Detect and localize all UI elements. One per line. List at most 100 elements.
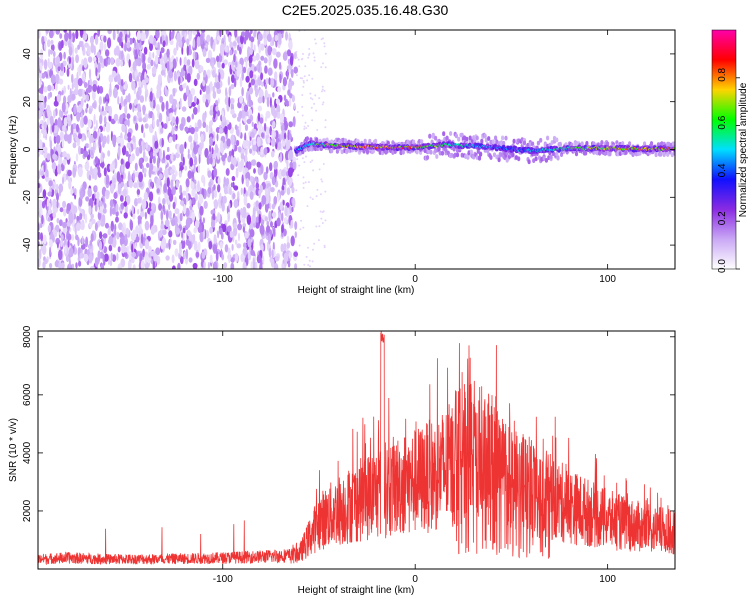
heatmap-cell xyxy=(242,166,246,176)
colorbar-tick-label: 0.8 xyxy=(717,67,728,81)
heatmap-cell xyxy=(97,62,101,74)
heatmap-cell xyxy=(654,152,658,158)
heatmap-cell xyxy=(142,248,145,258)
heatmap-cell xyxy=(49,91,53,98)
heatmap-cell xyxy=(88,205,92,215)
heatmap-cell xyxy=(295,56,298,59)
heatmap-cell xyxy=(164,167,169,178)
heatmap-cell xyxy=(172,30,175,36)
heatmap-cell xyxy=(294,231,297,239)
heatmap-cell xyxy=(242,222,247,228)
heatmap-cell xyxy=(167,186,172,197)
heatmap-cell xyxy=(437,146,441,152)
heatmap-cell xyxy=(221,202,225,212)
heatmap-cell xyxy=(302,79,305,82)
heatmap-cell xyxy=(253,187,257,196)
heatmap-cell xyxy=(199,89,202,95)
heatmap-cell xyxy=(49,239,53,248)
heatmap-cell xyxy=(161,101,165,112)
heatmap-cell xyxy=(252,55,257,62)
heatmap-cell xyxy=(272,120,276,128)
heatmap-cell xyxy=(52,167,55,173)
heatmap-cell xyxy=(99,55,103,64)
heatmap-cell xyxy=(309,196,312,199)
heatmap-cell xyxy=(80,98,84,108)
heatmap-cell xyxy=(320,217,323,220)
heatmap-cell xyxy=(303,161,306,164)
heatmap-cell xyxy=(51,85,55,92)
heatmap-cell xyxy=(618,151,622,157)
heatmap-cell xyxy=(120,181,125,188)
heatmap-cell xyxy=(90,42,95,54)
heatmap-cell xyxy=(113,229,117,236)
heatmap-cell xyxy=(258,189,262,196)
heatmap-cell xyxy=(129,146,132,155)
heatmap-cell xyxy=(123,212,128,219)
heatmap-cell xyxy=(156,178,161,186)
heatmap-cell xyxy=(272,36,275,45)
heatmap-cell xyxy=(252,207,256,218)
heatmap-cell xyxy=(275,98,280,105)
heatmap-cell xyxy=(212,213,216,222)
heatmap-cell xyxy=(52,153,57,160)
heatmap-cell xyxy=(294,263,298,269)
heatmap-cell xyxy=(108,235,114,245)
heatmap-cell xyxy=(240,153,245,160)
heatmap-cell xyxy=(324,126,327,129)
heatmap-cell xyxy=(96,85,100,95)
heatmap-cell xyxy=(47,191,52,197)
heatmap-cell xyxy=(46,198,50,208)
heatmap-cell xyxy=(245,75,250,83)
heatmap-cell xyxy=(242,261,247,269)
heatmap-cell xyxy=(292,161,296,169)
heatmap-cell xyxy=(225,87,228,97)
heatmap-cell xyxy=(186,73,191,83)
heatmap-cell xyxy=(54,82,58,91)
heatmap-cell xyxy=(97,211,102,220)
heatmap-cell xyxy=(248,55,253,64)
heatmap-cell xyxy=(162,40,166,48)
heatmap-cell xyxy=(188,135,193,143)
heatmap-cell xyxy=(48,30,54,39)
heatmap-cell xyxy=(228,254,231,264)
heatmap-cell xyxy=(270,150,275,158)
heatmap-cell xyxy=(138,86,142,96)
heatmap-cell xyxy=(237,116,241,122)
heatmap-cell xyxy=(241,71,244,81)
heatmap-cell xyxy=(172,58,177,69)
heatmap-cell xyxy=(536,140,541,146)
heatmap-cell xyxy=(268,233,271,245)
heatmap-cell xyxy=(117,246,121,253)
heatmap-cell xyxy=(309,92,312,95)
heatmap-cell xyxy=(154,140,159,149)
heatmap-cell xyxy=(177,262,181,269)
heatmap-cell xyxy=(228,150,232,157)
heatmap-cell xyxy=(269,162,273,172)
heatmap-cell xyxy=(266,33,272,42)
heatmap-cell xyxy=(242,226,246,233)
heatmap-cell xyxy=(136,31,141,41)
heatmap-cell xyxy=(83,150,89,158)
heatmap-cell xyxy=(42,146,48,153)
heatmap-cell xyxy=(301,94,304,96)
heatmap-cell xyxy=(263,122,267,132)
heatmap-cell xyxy=(78,145,81,155)
heatmap-cell xyxy=(144,156,149,162)
heatmap-cell xyxy=(251,121,254,127)
heatmap-cell xyxy=(135,146,140,157)
heatmap-cell xyxy=(281,224,284,234)
heatmap-cell xyxy=(138,181,143,188)
heatmap-cell xyxy=(144,253,147,265)
heatmap-cell xyxy=(264,216,268,222)
heatmap-cell xyxy=(477,155,482,161)
heatmap-cell xyxy=(220,69,225,80)
heatmap-cell xyxy=(224,45,228,53)
heatmap-cell xyxy=(172,133,176,142)
heatmap-cell xyxy=(415,149,419,155)
heatmap-cell xyxy=(166,177,170,188)
heatmap-cell xyxy=(117,96,120,105)
heatmap-cell xyxy=(144,123,149,129)
heatmap-cell xyxy=(199,231,204,243)
heatmap-cell xyxy=(136,110,142,118)
heatmap-cell xyxy=(271,176,276,186)
